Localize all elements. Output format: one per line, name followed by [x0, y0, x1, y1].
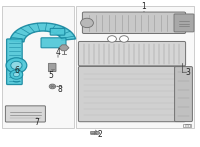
Text: 6: 6: [15, 66, 19, 75]
Bar: [2, 6, 74, 128]
Text: 5: 5: [49, 71, 53, 80]
Text: 8: 8: [58, 85, 62, 94]
FancyBboxPatch shape: [78, 41, 186, 66]
Text: 2: 2: [98, 130, 102, 140]
Polygon shape: [10, 23, 76, 42]
Circle shape: [108, 36, 116, 42]
FancyBboxPatch shape: [7, 39, 22, 85]
Text: m: m: [184, 123, 190, 128]
Circle shape: [96, 131, 100, 134]
Circle shape: [13, 72, 19, 77]
FancyBboxPatch shape: [175, 67, 192, 122]
Text: 7: 7: [35, 118, 39, 127]
Circle shape: [10, 70, 23, 79]
FancyBboxPatch shape: [91, 131, 97, 134]
Bar: [76, 6, 194, 128]
Circle shape: [6, 58, 27, 73]
FancyBboxPatch shape: [50, 28, 65, 35]
Circle shape: [11, 61, 22, 70]
FancyBboxPatch shape: [174, 14, 194, 32]
FancyBboxPatch shape: [41, 38, 66, 48]
FancyBboxPatch shape: [5, 106, 45, 122]
Polygon shape: [59, 45, 69, 51]
FancyBboxPatch shape: [78, 66, 186, 122]
Text: 1: 1: [142, 2, 146, 11]
Text: 4: 4: [56, 48, 60, 57]
Text: 3: 3: [186, 67, 190, 77]
Circle shape: [120, 36, 128, 42]
Bar: [183, 124, 191, 127]
FancyBboxPatch shape: [48, 63, 56, 72]
FancyBboxPatch shape: [82, 12, 186, 34]
Circle shape: [81, 18, 93, 28]
Circle shape: [49, 84, 56, 89]
